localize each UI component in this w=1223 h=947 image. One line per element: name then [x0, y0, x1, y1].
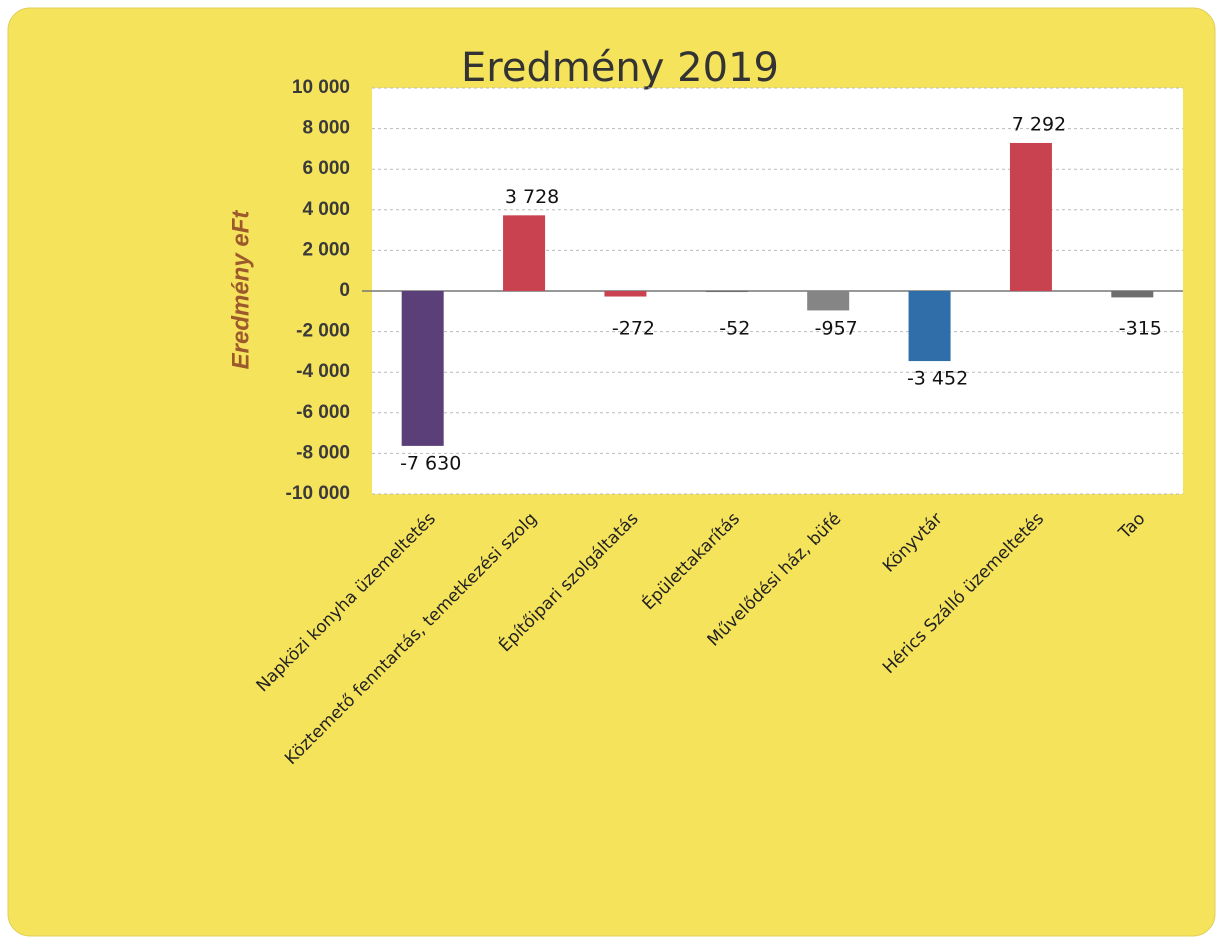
y-tick-label: -8 000 — [296, 442, 350, 463]
value-label: -315 — [1119, 318, 1162, 340]
y-tick-label: 6 000 — [302, 158, 350, 179]
y-tick-label: 0 — [339, 280, 350, 301]
y-tick-label: -6 000 — [296, 402, 350, 423]
y-tick-label: 8 000 — [302, 118, 350, 139]
bar — [908, 291, 951, 362]
y-tick-label: -4 000 — [296, 361, 350, 382]
value-label: 3 728 — [505, 186, 559, 208]
value-label: -52 — [719, 318, 750, 340]
chart-title: Eredmény 2019 — [461, 45, 779, 91]
value-label: 7 292 — [1012, 113, 1066, 135]
y-tick-label: 2 000 — [302, 239, 350, 260]
bar — [401, 291, 444, 446]
y-tick-label: 4 000 — [302, 199, 350, 220]
y-tick-label: -2 000 — [296, 321, 350, 342]
y-axis-label: Eredmény eFt — [227, 210, 254, 370]
bar — [604, 291, 647, 297]
value-label: -957 — [815, 318, 858, 340]
bar — [1009, 142, 1052, 291]
bar — [705, 291, 748, 293]
value-label: -7 630 — [400, 452, 461, 474]
y-tick-label: -10 000 — [286, 483, 350, 504]
bar — [807, 291, 850, 311]
bar — [503, 215, 546, 291]
y-tick-label: 10 000 — [292, 77, 350, 98]
bar — [1111, 291, 1154, 298]
value-label: -3 452 — [907, 368, 968, 390]
value-label: -272 — [612, 318, 655, 340]
